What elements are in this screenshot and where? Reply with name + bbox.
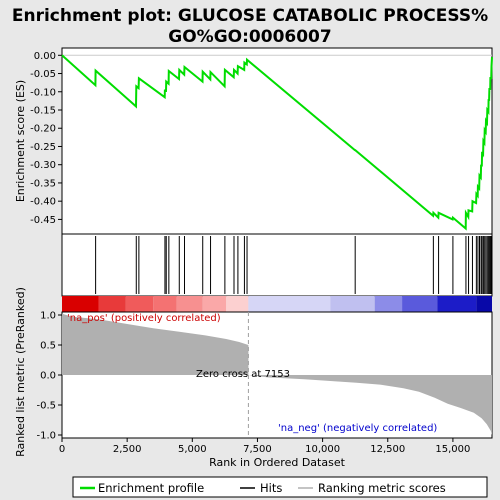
heat-band (330, 296, 375, 312)
hits-panel (61, 233, 493, 297)
es-y-tick-label: -0.30 (30, 160, 56, 171)
heat-band (153, 296, 177, 312)
positive-correlated-label: 'na_pos' (positively correlated) (67, 313, 221, 324)
legend-ranking-label: Ranking metric scores (318, 481, 446, 495)
metric-y-tick-label: -1.0 (36, 431, 56, 442)
ranking-metric-area (62, 313, 492, 435)
heat-band (98, 296, 126, 312)
negative-correlated-label: 'na_neg' (negatively correlated) (278, 423, 437, 434)
x-tick-label: 7,500 (243, 444, 272, 455)
metric-y-tick-label: 0.0 (40, 371, 56, 382)
es-y-tick-label: 0.00 (34, 51, 56, 62)
heat-band (476, 296, 492, 312)
metric-y-tick-label: 1.0 (40, 311, 56, 322)
es-y-axis-label: Enrichment score (ES) (14, 80, 27, 202)
heat-band (176, 296, 203, 312)
es-y-tick-label: -0.20 (30, 124, 56, 135)
es-y-tick-label: -0.15 (30, 106, 56, 117)
heat-band (437, 296, 477, 312)
heat-band (125, 296, 154, 312)
legend-box (72, 476, 488, 498)
es-y-tick-label: -0.25 (30, 142, 56, 153)
heat-band (226, 296, 249, 312)
es-y-tick-label: -0.45 (30, 215, 56, 226)
metric-y-tick-label: -0.5 (36, 401, 56, 412)
legend-hits-label: Hits (260, 481, 282, 495)
heat-band (62, 296, 99, 312)
chart-title-line-1: Enrichment plot: GLUCOSE CATABOLIC PROCE… (12, 6, 488, 26)
es-y-tick-label: -0.40 (30, 197, 56, 208)
es-y-tick-label: -0.10 (30, 87, 56, 98)
heat-band (374, 296, 403, 312)
x-axis-label: Rank in Ordered Dataset (209, 456, 346, 469)
heat-band (402, 296, 438, 312)
enrichment-profile-line (61, 54, 493, 231)
es-y-tick-label: -0.05 (30, 69, 56, 80)
metric-y-tick-label: 0.5 (40, 341, 56, 352)
x-tick-label: 15,000 (435, 444, 470, 455)
legend-enrichment-label: Enrichment profile (98, 481, 204, 495)
zero-cross-label: Zero cross at 7153 (196, 369, 290, 380)
metric-y-axis-label: Ranked list metric (PreRanked) (14, 287, 27, 457)
chart-title-line-2: GO%GO:0006007 (168, 27, 331, 47)
x-tick-label: 10,000 (305, 444, 340, 455)
x-tick-label: 2,500 (113, 444, 142, 455)
es-y-tick-label: -0.35 (30, 178, 56, 189)
es-panel (61, 47, 493, 235)
x-tick-label: 12,500 (370, 444, 405, 455)
heat-band (202, 296, 227, 312)
x-tick-label: 5,000 (178, 444, 207, 455)
x-tick-label: 0 (59, 444, 65, 455)
heat-band (248, 296, 331, 312)
